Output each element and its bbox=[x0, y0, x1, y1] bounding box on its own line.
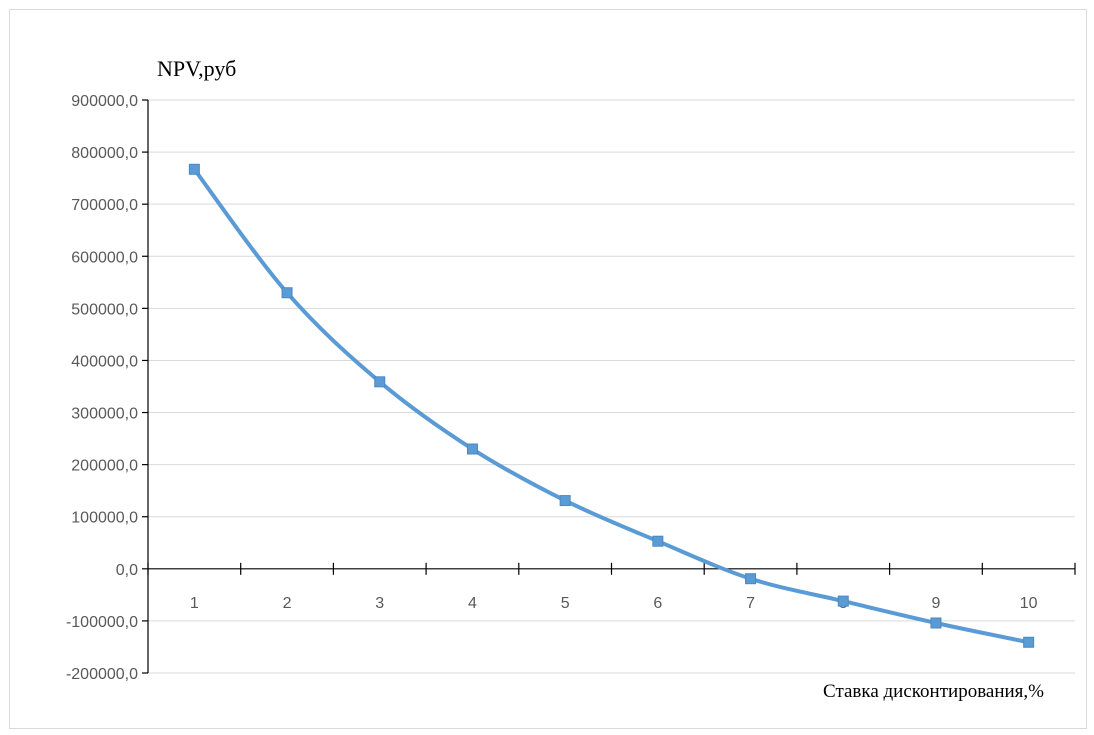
data-point-marker bbox=[1023, 636, 1035, 648]
chart-frame bbox=[9, 9, 1087, 729]
x-tick-label: 5 bbox=[561, 595, 570, 612]
y-tick-label: 100000,0 bbox=[71, 510, 138, 527]
x-tick-label: 3 bbox=[375, 595, 384, 612]
x-tick-label: 6 bbox=[653, 595, 662, 612]
data-point-marker bbox=[188, 163, 200, 175]
x-axis-label: Ставка дисконтирования,% bbox=[823, 681, 1044, 702]
y-tick-label: 700000,0 bbox=[71, 197, 138, 214]
data-point-marker bbox=[837, 595, 849, 607]
x-tick-label: 4 bbox=[468, 595, 477, 612]
axes bbox=[147, 100, 1075, 673]
y-tick-label: -200000,0 bbox=[66, 666, 138, 683]
data-point-marker bbox=[930, 617, 942, 629]
x-tick-label: 2 bbox=[283, 595, 292, 612]
y-tick-label: 500000,0 bbox=[71, 301, 138, 318]
x-axis-ticks: 12345678910 bbox=[147, 562, 1076, 612]
data-point-marker bbox=[559, 495, 571, 507]
y-tick-label: 0,0 bbox=[116, 562, 138, 579]
series-layer bbox=[188, 163, 1035, 648]
y-tick-label: 200000,0 bbox=[71, 458, 138, 475]
y-tick-label: 900000,0 bbox=[71, 93, 138, 110]
x-tick-label: 1 bbox=[190, 595, 199, 612]
x-tick-label: 9 bbox=[931, 595, 940, 612]
y-tick-label: 800000,0 bbox=[71, 145, 138, 162]
y-tick-label: -100000,0 bbox=[66, 614, 138, 631]
data-point-marker bbox=[652, 535, 664, 547]
y-tick-label: 600000,0 bbox=[71, 249, 138, 266]
y-axis-ticks: 900000,0 800000,0 700000,0 600000,0 500000,0… bbox=[66, 93, 148, 683]
x-tick-label: 10 bbox=[1020, 595, 1038, 612]
series-line bbox=[192, 167, 1031, 645]
y-tick-label: 300000,0 bbox=[71, 406, 138, 423]
y-tick-label: 400000,0 bbox=[71, 353, 138, 370]
data-point-marker bbox=[281, 287, 293, 299]
data-point-marker bbox=[374, 376, 386, 388]
data-point-marker bbox=[745, 573, 757, 585]
gridlines bbox=[148, 99, 1075, 674]
y-axis-label: NPV,руб bbox=[157, 56, 236, 81]
x-tick-label: 7 bbox=[746, 595, 755, 612]
data-point-marker bbox=[466, 443, 478, 455]
